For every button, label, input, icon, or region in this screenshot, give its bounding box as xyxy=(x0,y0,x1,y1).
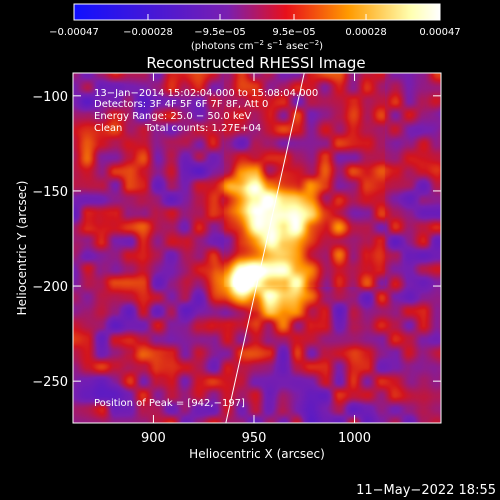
footer-date: 11−May−2022 18:55 xyxy=(356,483,496,498)
y-tick-label: −150 xyxy=(32,185,68,200)
colorbar-tick-label: −0.00028 xyxy=(123,27,173,38)
colorbar-tick-label: −0.00047 xyxy=(49,27,99,38)
plot-frame xyxy=(72,72,442,424)
colorbar-unit-label: (photons cm−2 s−1 asec−2) xyxy=(191,39,323,52)
x-tick-label: 1000 xyxy=(338,431,371,446)
time-range-annotation: 13−Jan−2014 15:02:04.000 to 15:08:04.000 xyxy=(94,88,319,99)
y-axis-ticks: −100 −150 −200 −250 xyxy=(32,90,441,390)
plot-area xyxy=(72,72,442,424)
detectors-annotation: Detectors: 3F 4F 5F 6F 7F 8F, Att 0 xyxy=(94,99,269,110)
chart-title: Reconstructed RHESSI Image xyxy=(146,54,365,72)
method-annotation: Clean xyxy=(94,123,123,134)
y-tick-label: −100 xyxy=(32,90,68,105)
x-axis-ticks: 900 950 1000 xyxy=(141,73,371,446)
colorbar-tick-label: −9.5e−05 xyxy=(194,27,246,38)
energy-range-annotation: Energy Range: 25.0 − 50.0 keV xyxy=(94,111,252,122)
colorbar-tick-label: 0.00047 xyxy=(419,27,460,38)
colorbar-tick-label: 9.5e−05 xyxy=(272,27,315,38)
y-axis-label: Heliocentric Y (arcsec) xyxy=(15,181,29,316)
x-tick-label: 900 xyxy=(141,431,166,446)
x-axis-label: Heliocentric X (arcsec) xyxy=(189,447,325,461)
total-counts-annotation: Total counts: 1.27E+04 xyxy=(145,123,262,134)
y-tick-label: −200 xyxy=(32,280,68,295)
colorbar xyxy=(73,3,441,21)
heatmap-image xyxy=(73,73,441,423)
solar-limb-line xyxy=(225,72,305,424)
colorbar-tick-label: 0.00028 xyxy=(345,27,386,38)
colorbar-ticks: −0.00047 −0.00028 −9.5e−05 9.5e−05 0.00028 0.… xyxy=(49,14,461,38)
peak-position-annotation: Position of Peak = [942,−197] xyxy=(94,398,245,409)
y-tick-label: −250 xyxy=(32,375,68,390)
x-tick-label: 950 xyxy=(242,431,267,446)
